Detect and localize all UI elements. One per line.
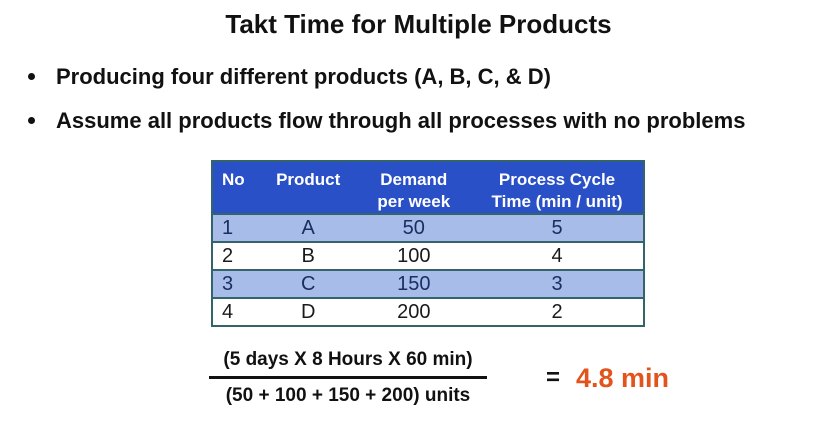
cell-demand: 100: [397, 244, 431, 267]
formula-result: = 4.8 min: [546, 363, 669, 394]
page-title: Takt Time for Multiple Products: [225, 9, 612, 39]
header-no: No: [212, 161, 260, 215]
bullet-item: Producing four different products (A, B,…: [28, 63, 831, 90]
fraction-line: [209, 376, 487, 379]
table-row: 1 A 50 5: [212, 214, 644, 242]
cell-product: D: [300, 300, 316, 323]
header-cycle-time: Process Cycle Time (min / unit): [471, 161, 644, 215]
cell-product: A: [301, 216, 315, 239]
cell-demand: 150: [397, 272, 431, 295]
takt-time-formula: (5 days X 8 Hours X 60 min) (50 + 100 + …: [198, 349, 669, 407]
equals-sign: =: [546, 364, 561, 391]
cell-no: 3: [222, 272, 234, 295]
cell-product: B: [301, 244, 315, 267]
cell-no: 1: [222, 216, 234, 239]
table-row: 4 D 200 2: [212, 298, 644, 326]
cell-cycle: 4: [551, 244, 563, 267]
cell-product: C: [300, 272, 316, 295]
header-no-label: No: [222, 170, 245, 189]
table-row: 2 B 100 4: [212, 242, 644, 270]
table-header: No Product Demand per week Process Cycle…: [212, 161, 644, 215]
bullet-text: Producing four different products (A, B,…: [56, 64, 551, 89]
bullet-dot-icon: [28, 73, 35, 80]
header-product-label: Product: [276, 170, 341, 189]
result-value: 4.8 min: [576, 362, 670, 393]
formula-numerator: (5 days X 8 Hours X 60 min): [223, 349, 473, 370]
bullet-list: Producing four different products (A, B,…: [28, 63, 831, 151]
products-table: No Product Demand per week Process Cycle…: [211, 160, 645, 327]
fraction: (5 days X 8 Hours X 60 min) (50 + 100 + …: [198, 349, 498, 407]
cell-cycle: 5: [551, 216, 563, 239]
cell-cycle: 3: [551, 272, 563, 295]
bullet-dot-icon: [28, 117, 35, 124]
cell-cycle: 2: [551, 300, 563, 323]
header-demand-line1: Demand: [380, 170, 448, 189]
header-cycle-line1: Process Cycle: [498, 170, 616, 189]
bullet-item: Assume all products flow through all pro…: [28, 107, 831, 134]
formula-denominator: (50 + 100 + 150 + 200) units: [225, 385, 471, 406]
cell-demand: 50: [402, 216, 425, 239]
cell-no: 2: [222, 244, 234, 267]
header-demand: Demand per week: [356, 161, 472, 215]
bullet-text: Assume all products flow through all pro…: [56, 108, 746, 133]
header-cycle-line2: Time (min / unit): [491, 192, 623, 211]
header-product: Product: [259, 161, 357, 215]
cell-no: 4: [222, 300, 234, 323]
cell-demand: 200: [397, 300, 431, 323]
header-demand-line2: per week: [377, 192, 451, 211]
table-row: 3 C 150 3: [212, 270, 644, 298]
